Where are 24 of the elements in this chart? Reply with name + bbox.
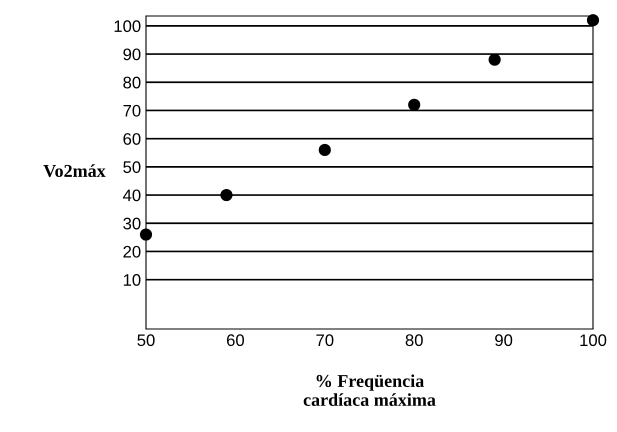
point (220, 188, 233, 202)
y-tick-label: 100 (114, 20, 140, 32)
x-tick-label: 60 (226, 334, 244, 346)
point (408, 98, 420, 111)
point (318, 144, 331, 156)
y-tick-label: 80 (123, 76, 140, 88)
x-tick-label: 100 (580, 334, 606, 346)
y-tick-label: 20 (123, 246, 140, 258)
x-tick-label: 90 (495, 334, 512, 346)
x-axis-title: % Freqüencia cardíaca máxima (304, 374, 436, 406)
y-tick-label: 70 (123, 104, 140, 117)
y-axis-title: Vo2máx (43, 164, 106, 178)
y-tick-label: 60 (123, 133, 140, 145)
x-tick-label: 70 (316, 334, 334, 346)
y-tick-label: 50 (123, 161, 140, 174)
x-tick-label: 50 (137, 334, 155, 346)
x-tick-label: 80 (406, 334, 423, 346)
point (586, 14, 600, 26)
point (140, 228, 152, 241)
y-tick-label: 90 (123, 48, 140, 60)
y-tick-label: 30 (123, 218, 140, 230)
y-tick-label: 40 (122, 189, 140, 202)
y-tick-label: 10 (124, 274, 140, 286)
point (488, 54, 501, 66)
